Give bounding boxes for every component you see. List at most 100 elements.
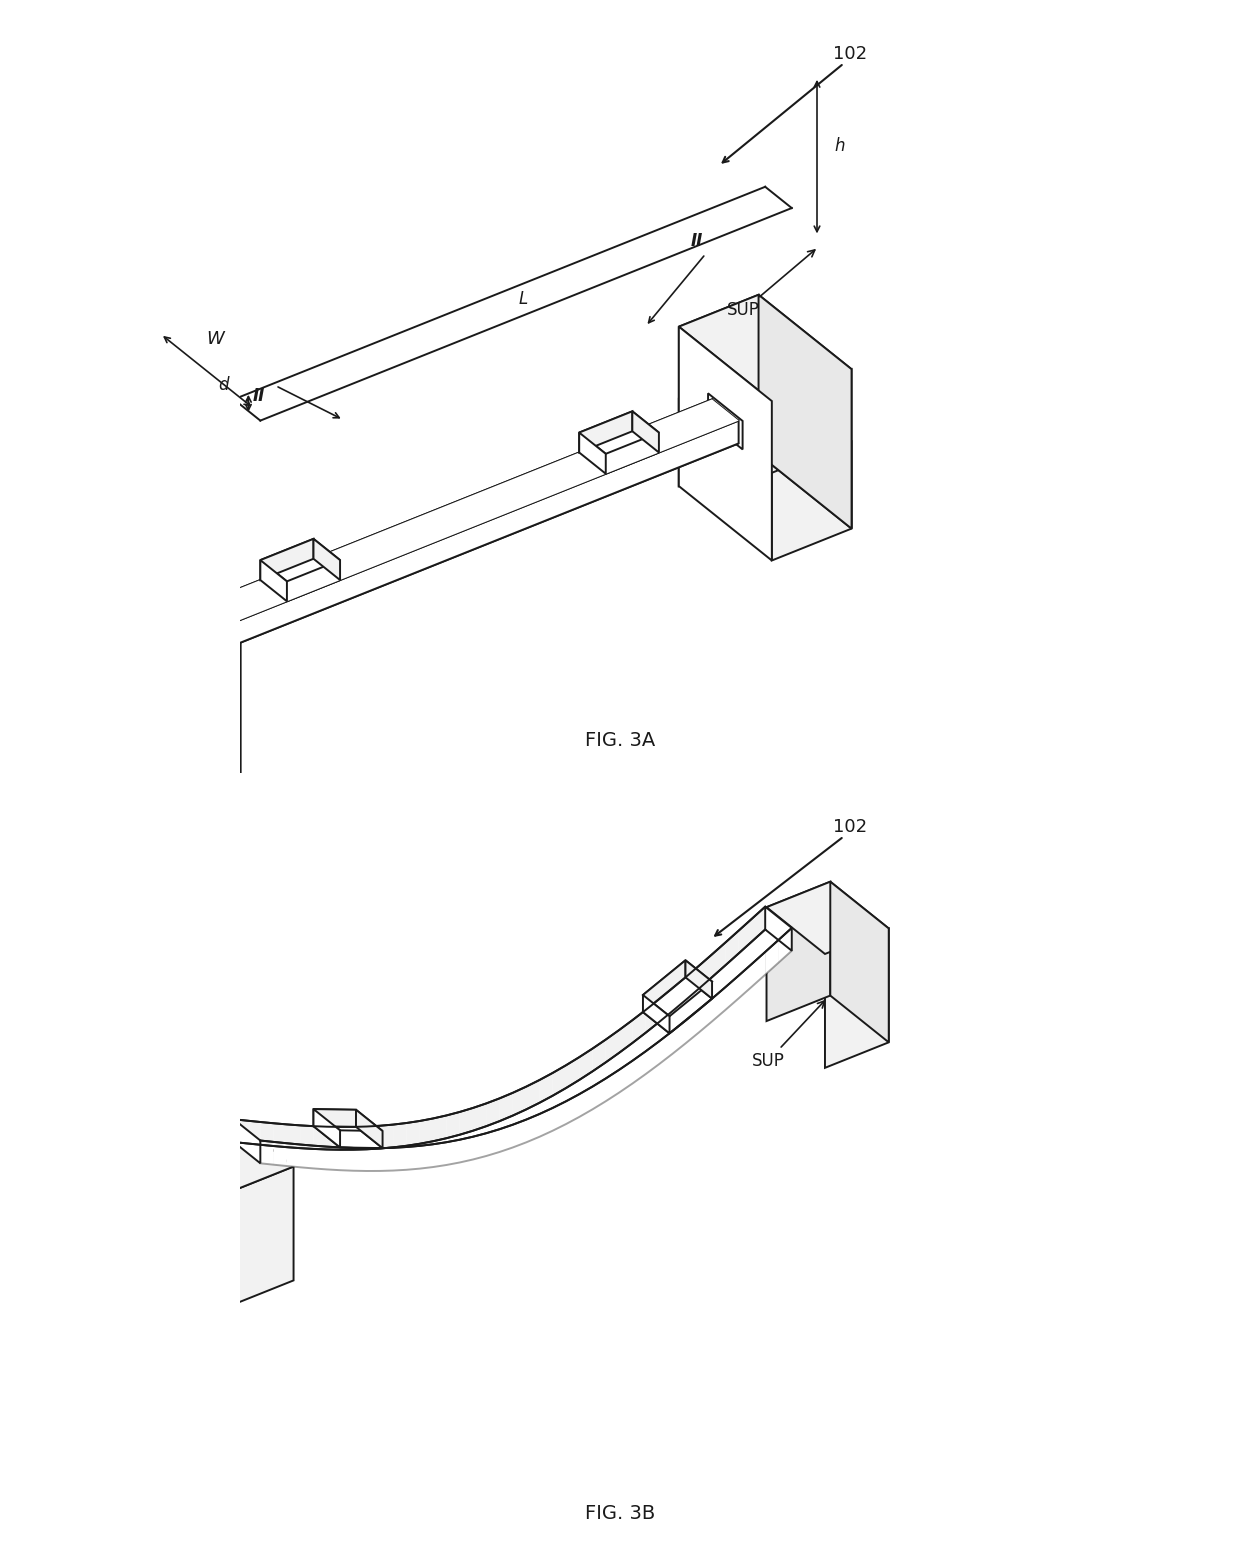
Polygon shape xyxy=(539,1108,553,1137)
Polygon shape xyxy=(247,1120,260,1145)
Polygon shape xyxy=(260,1140,274,1165)
Polygon shape xyxy=(513,1120,526,1148)
Polygon shape xyxy=(658,1031,672,1064)
Polygon shape xyxy=(314,538,340,580)
Polygon shape xyxy=(644,961,712,1016)
Polygon shape xyxy=(553,1101,565,1131)
Polygon shape xyxy=(340,1126,353,1150)
Polygon shape xyxy=(658,989,672,1022)
Polygon shape xyxy=(619,1061,632,1092)
Polygon shape xyxy=(407,1122,420,1145)
Polygon shape xyxy=(460,1108,472,1134)
Text: FIG. 3B: FIG. 3B xyxy=(585,1504,655,1523)
Polygon shape xyxy=(658,989,699,1020)
Polygon shape xyxy=(300,1125,314,1148)
Polygon shape xyxy=(68,540,241,646)
Polygon shape xyxy=(500,1125,513,1151)
Polygon shape xyxy=(765,941,779,975)
Polygon shape xyxy=(353,1148,367,1172)
Polygon shape xyxy=(766,881,831,1022)
Polygon shape xyxy=(286,1143,300,1167)
Polygon shape xyxy=(739,919,779,952)
Polygon shape xyxy=(646,1000,686,1031)
Polygon shape xyxy=(500,1094,513,1122)
Text: L: L xyxy=(518,290,528,307)
Polygon shape xyxy=(712,942,751,975)
Polygon shape xyxy=(646,1000,658,1033)
Polygon shape xyxy=(486,1129,500,1156)
Polygon shape xyxy=(472,1103,513,1129)
Polygon shape xyxy=(460,1137,472,1162)
Polygon shape xyxy=(379,1125,420,1147)
Polygon shape xyxy=(644,961,686,1012)
Polygon shape xyxy=(579,1048,619,1078)
Polygon shape xyxy=(686,961,712,998)
Polygon shape xyxy=(171,1145,229,1306)
Polygon shape xyxy=(632,1009,646,1044)
Polygon shape xyxy=(181,423,739,655)
Polygon shape xyxy=(393,1123,433,1147)
Polygon shape xyxy=(606,1030,646,1061)
Polygon shape xyxy=(672,978,712,1009)
Polygon shape xyxy=(393,1147,407,1170)
Polygon shape xyxy=(472,1103,486,1131)
Polygon shape xyxy=(708,393,743,449)
Polygon shape xyxy=(148,540,241,774)
Text: FIG. 3A: FIG. 3A xyxy=(585,732,655,750)
Polygon shape xyxy=(632,1009,672,1042)
Polygon shape xyxy=(678,295,852,401)
Polygon shape xyxy=(725,931,739,966)
Polygon shape xyxy=(619,1020,632,1053)
Polygon shape xyxy=(513,1087,526,1115)
Polygon shape xyxy=(420,1145,433,1168)
Polygon shape xyxy=(539,1073,553,1103)
Polygon shape xyxy=(393,1123,407,1147)
Polygon shape xyxy=(300,1125,340,1148)
Polygon shape xyxy=(327,1126,340,1150)
Polygon shape xyxy=(766,881,889,955)
Polygon shape xyxy=(234,1119,274,1142)
Polygon shape xyxy=(678,367,852,473)
Polygon shape xyxy=(234,1119,260,1164)
Polygon shape xyxy=(379,1148,393,1172)
Polygon shape xyxy=(678,295,759,487)
Polygon shape xyxy=(207,421,739,655)
Polygon shape xyxy=(672,978,686,1011)
Polygon shape xyxy=(446,1112,486,1137)
Polygon shape xyxy=(367,1148,379,1172)
Polygon shape xyxy=(500,1094,539,1120)
Polygon shape xyxy=(247,1120,286,1143)
Polygon shape xyxy=(433,1142,446,1167)
Polygon shape xyxy=(513,1087,553,1114)
Polygon shape xyxy=(433,1115,472,1140)
Polygon shape xyxy=(353,1126,367,1150)
Polygon shape xyxy=(286,1125,327,1147)
Polygon shape xyxy=(539,1073,579,1101)
Text: II: II xyxy=(691,232,703,250)
Polygon shape xyxy=(68,571,161,805)
Polygon shape xyxy=(699,998,712,1033)
Polygon shape xyxy=(765,906,792,950)
Polygon shape xyxy=(260,1122,300,1145)
Polygon shape xyxy=(327,1147,340,1170)
Polygon shape xyxy=(779,928,792,963)
Polygon shape xyxy=(446,1112,460,1139)
Polygon shape xyxy=(644,978,712,1033)
Polygon shape xyxy=(686,966,699,1000)
Polygon shape xyxy=(446,1140,460,1165)
Polygon shape xyxy=(712,942,725,977)
Text: 102: 102 xyxy=(832,45,867,64)
Polygon shape xyxy=(379,1125,393,1148)
Polygon shape xyxy=(181,399,739,633)
Polygon shape xyxy=(553,1065,593,1094)
Polygon shape xyxy=(171,1120,294,1192)
Polygon shape xyxy=(176,605,211,661)
Polygon shape xyxy=(229,1167,294,1306)
Polygon shape xyxy=(486,1098,500,1126)
Polygon shape xyxy=(526,1080,539,1109)
Polygon shape xyxy=(314,1126,353,1148)
Polygon shape xyxy=(759,367,852,529)
Polygon shape xyxy=(314,1109,340,1148)
Polygon shape xyxy=(367,1126,379,1150)
Polygon shape xyxy=(771,370,852,560)
